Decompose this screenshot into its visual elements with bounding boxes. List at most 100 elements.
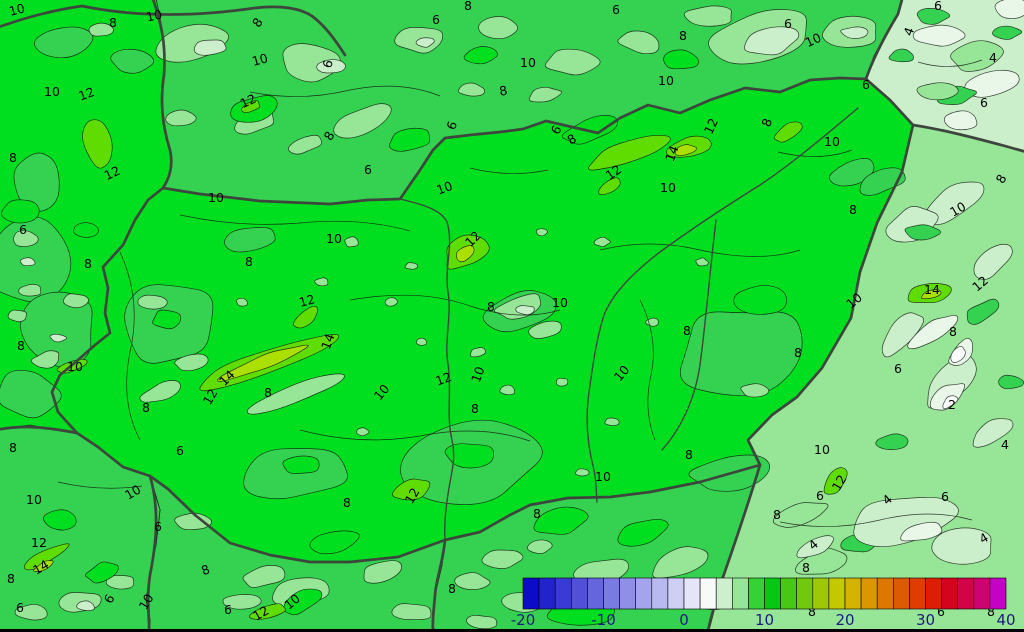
- contour-patch: [0, 369, 62, 419]
- contour-label: 6: [980, 95, 988, 110]
- contour-patch: [174, 512, 213, 531]
- colorbar-cell: [973, 577, 991, 610]
- contour-label: 10: [7, 0, 26, 19]
- contour-patch: [416, 337, 428, 346]
- contour-patch: [828, 158, 875, 187]
- contour-label: 10: [122, 482, 143, 503]
- contour-label: 6: [934, 0, 942, 13]
- contour-label: 12: [402, 485, 423, 506]
- contour-patch: [499, 384, 516, 396]
- river-tisza: [586, 107, 859, 503]
- contour-label: 12: [102, 163, 123, 183]
- contour-label: 8: [773, 507, 781, 522]
- contour-patch: [823, 467, 848, 495]
- contour-patch: [912, 24, 966, 47]
- contour-label: 10: [250, 50, 269, 69]
- contour-patch: [457, 82, 486, 97]
- contour-line: [57, 481, 143, 489]
- contour-patch: [282, 455, 320, 474]
- contour-patch: [481, 549, 524, 569]
- contour-patch: [314, 277, 329, 287]
- colorbar-cell: [780, 577, 797, 610]
- contour-patch: [652, 546, 709, 579]
- contour-patch: [875, 433, 909, 451]
- contour-label: 12: [829, 472, 850, 493]
- contour-label: 10: [824, 134, 840, 149]
- contour-patch: [645, 317, 659, 327]
- contour-line: [639, 299, 656, 441]
- contour-patch: [853, 496, 959, 548]
- contour-patch: [14, 603, 48, 621]
- colorbar-cell: [989, 577, 1007, 610]
- contour-label: 8: [448, 581, 456, 596]
- contour-label: 12: [76, 84, 96, 104]
- contour-patch: [950, 345, 966, 363]
- contour-patch: [288, 134, 323, 155]
- river-danube: [399, 198, 455, 541]
- contour-label: 12: [238, 91, 259, 111]
- contour-patch: [242, 565, 286, 588]
- contour-patch: [391, 603, 432, 620]
- contour-patch: [165, 109, 197, 127]
- colorbar-cell: [957, 577, 975, 610]
- colorbar-cell: [522, 577, 540, 610]
- colorbar-cell: [587, 577, 604, 610]
- contour-patch: [674, 144, 697, 157]
- contour-patch: [388, 127, 431, 152]
- contour-label: 10: [658, 73, 674, 88]
- contour-label: 8: [808, 604, 816, 619]
- contour-patch: [535, 228, 548, 237]
- contour-patch: [293, 305, 319, 329]
- contour-patch: [916, 82, 959, 101]
- contour-line: [349, 294, 561, 316]
- contour-patch: [224, 227, 276, 253]
- contour-line: [299, 429, 531, 442]
- contour-patch: [478, 16, 519, 40]
- contour-label: 10: [468, 364, 488, 384]
- contour-patch: [235, 297, 248, 307]
- contour-patch: [139, 380, 181, 403]
- contour-label: 14: [924, 282, 940, 297]
- contour-label: 2: [948, 397, 956, 412]
- contour-patch: [137, 294, 168, 310]
- contour-patch: [604, 417, 620, 427]
- contour-patch: [526, 539, 553, 554]
- contour-patch: [174, 353, 209, 372]
- contour-patch: [63, 293, 89, 309]
- contour-patch: [34, 26, 94, 59]
- contour-line: [917, 59, 983, 67]
- contour-label: 6: [784, 16, 792, 31]
- colorbar-cell: [860, 577, 878, 610]
- contour-label: 8: [533, 506, 541, 521]
- contour-label: 8: [245, 254, 253, 269]
- contour-patch: [19, 257, 36, 267]
- contour-label: 10: [26, 492, 42, 507]
- colorbar-cell: [554, 577, 572, 610]
- colorbar-cell: [828, 577, 846, 610]
- contour-patch: [740, 383, 770, 398]
- contour-patch: [316, 59, 346, 74]
- contour-patch: [888, 48, 914, 63]
- contour-label: 10: [660, 180, 676, 195]
- contour-patch: [110, 48, 155, 74]
- contour-label: 8: [464, 0, 472, 13]
- contour-label: 8: [498, 82, 508, 98]
- contour-label: 6: [154, 519, 162, 534]
- contour-patch: [904, 224, 941, 241]
- contour-patch: [42, 509, 77, 531]
- border-slovakia-ukraine: [864, 0, 904, 81]
- colorbar-cell: [731, 577, 749, 610]
- contour-patch: [942, 395, 959, 410]
- contour-label: 6: [937, 604, 945, 619]
- contour-label: 4: [1001, 437, 1009, 452]
- contour-patch: [950, 40, 1004, 72]
- contour-label: 12: [200, 386, 221, 407]
- colorbar-cell: [909, 577, 926, 610]
- contour-patch: [617, 30, 660, 55]
- contour-patch: [246, 373, 345, 415]
- contour-label: 4: [989, 50, 997, 65]
- colorbar-cell: [941, 577, 958, 610]
- contour-patch: [152, 309, 182, 330]
